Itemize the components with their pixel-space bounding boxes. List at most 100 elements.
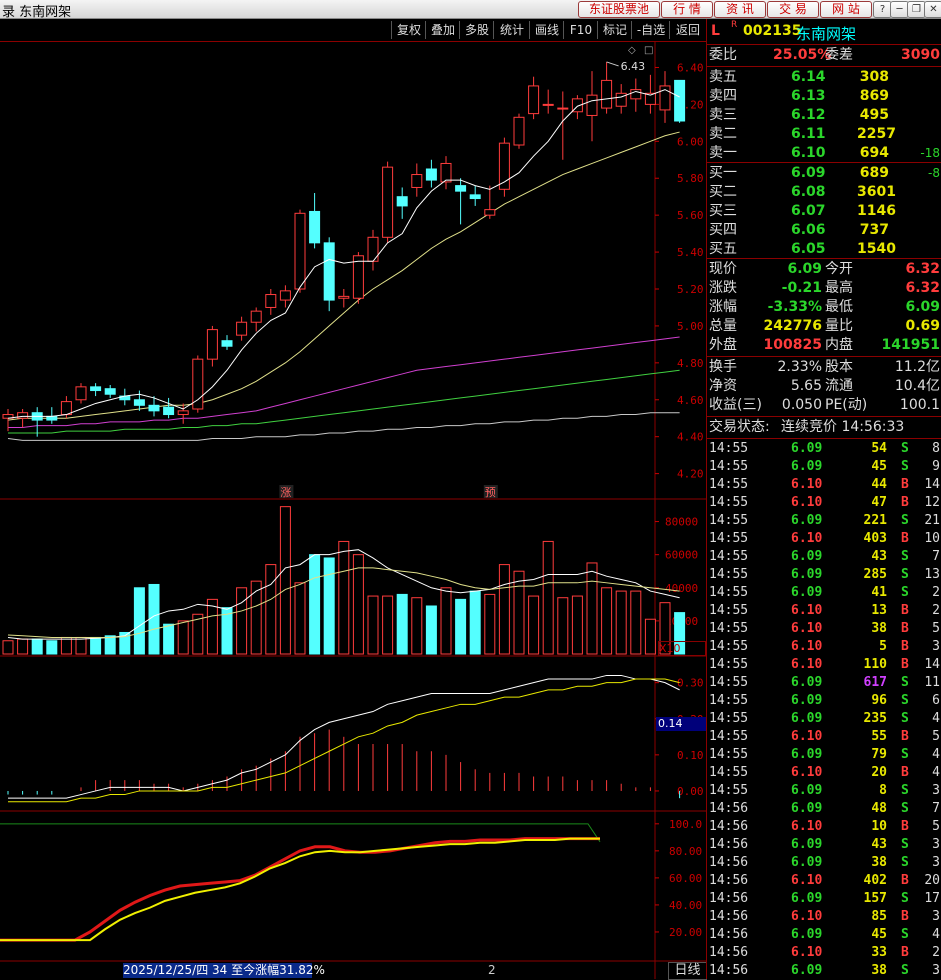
- candle-body: [148, 404, 160, 412]
- tick-side: S: [901, 837, 909, 852]
- tick-time: 14:55: [709, 675, 749, 690]
- tick-volume: 43: [871, 549, 887, 564]
- fund-label: 换手: [709, 359, 737, 375]
- order-ratio-value: 25.05%: [773, 47, 832, 63]
- tick-price: 6.09: [791, 693, 823, 708]
- tick-row[interactable]: 14:55 6.09 285 S 13: [707, 566, 941, 584]
- ask-level[interactable]: 卖三 6.12 495: [707, 106, 941, 125]
- tick-time: 14:56: [709, 837, 749, 852]
- tick-row[interactable]: 14:55 6.10 20 B 4: [707, 764, 941, 782]
- bid-level[interactable]: 买一 6.09 689 -8: [707, 164, 941, 183]
- tick-row[interactable]: 14:56 6.10 85 B 3: [707, 908, 941, 926]
- candle-body: [221, 340, 233, 347]
- tick-count: 3: [932, 909, 940, 924]
- stat-label: 外盘: [709, 337, 737, 353]
- tick-row[interactable]: 14:55 6.10 55 B 5: [707, 728, 941, 746]
- tick-row[interactable]: 14:55 6.09 54 S 8: [707, 440, 941, 458]
- tick-row[interactable]: 14:56 6.09 48 S 7: [707, 800, 941, 818]
- tick-row[interactable]: 14:55 6.09 43 S 7: [707, 548, 941, 566]
- tick-row[interactable]: 14:55 6.09 221 S 21: [707, 512, 941, 530]
- ask-level[interactable]: 卖五 6.14 308: [707, 68, 941, 87]
- tick-side: S: [901, 693, 909, 708]
- bid-level[interactable]: 买三 6.07 1146: [707, 202, 941, 221]
- ask-level[interactable]: 卖一 6.10 694 -18: [707, 144, 941, 163]
- candle-body: [17, 412, 29, 419]
- tick-row[interactable]: 14:55 6.09 45 S 9: [707, 458, 941, 476]
- tick-row[interactable]: 14:56 6.10 402 B 20: [707, 872, 941, 890]
- bid-level[interactable]: 买五 6.05 1540: [707, 240, 941, 259]
- fund-value: 100.1: [899, 397, 940, 413]
- tick-row[interactable]: 14:55 6.10 13 B 2: [707, 602, 941, 620]
- volume-bar: [206, 598, 218, 655]
- stock-pool-button[interactable]: 东证股票池: [578, 1, 660, 18]
- adjust-button[interactable]: 复权: [391, 21, 426, 39]
- tick-count: 11: [924, 675, 940, 690]
- overlay-button[interactable]: 叠加: [425, 21, 460, 39]
- bid-level[interactable]: 买二 6.08 3601: [707, 183, 941, 202]
- tick-row[interactable]: 14:55 6.09 8 S 3: [707, 782, 941, 800]
- website-button[interactable]: 网 站: [820, 1, 872, 18]
- tick-side: S: [901, 513, 909, 528]
- f10-button[interactable]: F10: [563, 21, 598, 39]
- tick-row[interactable]: 14:55 6.09 41 S 2: [707, 584, 941, 602]
- tick-volume: 48: [871, 801, 887, 816]
- kdj-panel[interactable]: 100.0 80.00 60.00 40.00 20.00: [0, 818, 702, 942]
- statistics-button[interactable]: 统计: [493, 21, 530, 39]
- tick-time: 14:55: [709, 603, 749, 618]
- trade-button[interactable]: 交 易: [767, 1, 819, 18]
- tick-row[interactable]: 14:56 6.09 157 S 17: [707, 890, 941, 908]
- bid-level[interactable]: 买四 6.06 737: [707, 221, 941, 240]
- ask-level[interactable]: 卖二 6.11 2257: [707, 125, 941, 144]
- tick-row[interactable]: 14:56 6.10 10 B 5: [707, 818, 941, 836]
- level-volume: 2257: [857, 126, 896, 142]
- tick-row[interactable]: 14:55 6.10 44 B 14: [707, 476, 941, 494]
- candle-body: [396, 196, 408, 207]
- tick-row[interactable]: 14:56 6.10 33 B 2: [707, 944, 941, 962]
- tick-volume: 45: [871, 927, 887, 942]
- volume-axis-label: 40000: [665, 582, 698, 595]
- tick-row[interactable]: 14:55 6.09 617 S 11: [707, 674, 941, 692]
- tick-price: 6.10: [791, 621, 823, 636]
- level-volume: 694: [859, 145, 889, 161]
- tick-row[interactable]: 14:55 6.10 5 B 3: [707, 638, 941, 656]
- tick-price: 6.09: [791, 441, 823, 456]
- tick-row[interactable]: 14:55 6.10 38 B 5: [707, 620, 941, 638]
- chart-area[interactable]: 6.406.206.005.805.605.405.205.004.804.60…: [0, 41, 706, 979]
- trade-status-row: 交易状态: 连续竞价 14:56:33: [707, 418, 941, 437]
- draw-line-button[interactable]: 画线: [529, 21, 564, 39]
- level-label: 买二: [709, 184, 737, 200]
- ask-level[interactable]: 卖四 6.13 869: [707, 87, 941, 106]
- volume-panel[interactable]: 80000600004000020000: [2, 506, 698, 655]
- tick-count: 5: [932, 729, 940, 744]
- square-icon[interactable]: □: [644, 45, 653, 56]
- close-icon[interactable]: ✕: [924, 1, 941, 18]
- tick-side: S: [901, 441, 909, 456]
- tick-row[interactable]: 14:55 6.09 96 S 6: [707, 692, 941, 710]
- tick-side: B: [901, 531, 909, 546]
- tick-row[interactable]: 14:55 6.10 110 B 14: [707, 656, 941, 674]
- period-daily-button[interactable]: 日线: [668, 962, 707, 980]
- tick-row[interactable]: 14:55 6.10 403 B 10: [707, 530, 941, 548]
- remove-watchlist-button[interactable]: -自选: [631, 21, 670, 39]
- diamond-icon[interactable]: ◇: [628, 45, 636, 56]
- tick-row[interactable]: 14:55 6.09 235 S 4: [707, 710, 941, 728]
- level-volume: 1540: [857, 241, 896, 257]
- back-button[interactable]: 返回: [669, 21, 706, 39]
- tick-row[interactable]: 14:56 6.09 38 S 3: [707, 854, 941, 872]
- tick-side: B: [901, 657, 909, 672]
- tick-row[interactable]: 14:55 6.09 79 S 4: [707, 746, 941, 764]
- tick-row[interactable]: 14:55 6.10 47 B 12: [707, 494, 941, 512]
- mark-button[interactable]: 标记: [597, 21, 632, 39]
- news-button[interactable]: 资 讯: [714, 1, 766, 18]
- multi-stock-button[interactable]: 多股: [459, 21, 494, 39]
- stat-row: 涨跌 -0.21 最高 6.32: [707, 279, 941, 298]
- candle-body: [630, 89, 642, 100]
- tick-row[interactable]: 14:56 6.09 43 S 3: [707, 836, 941, 854]
- tick-price: 6.10: [791, 909, 823, 924]
- tick-row[interactable]: 14:56 6.09 38 S 3: [707, 962, 941, 980]
- tick-row[interactable]: 14:56 6.09 45 S 4: [707, 926, 941, 944]
- price-panel[interactable]: 6.406.206.005.805.605.405.205.004.804.60…: [2, 60, 704, 499]
- level-price: 6.14: [791, 69, 826, 85]
- quotes-button[interactable]: 行 情: [661, 1, 713, 18]
- macd-panel[interactable]: 0.300.200.100.00: [7, 674, 704, 803]
